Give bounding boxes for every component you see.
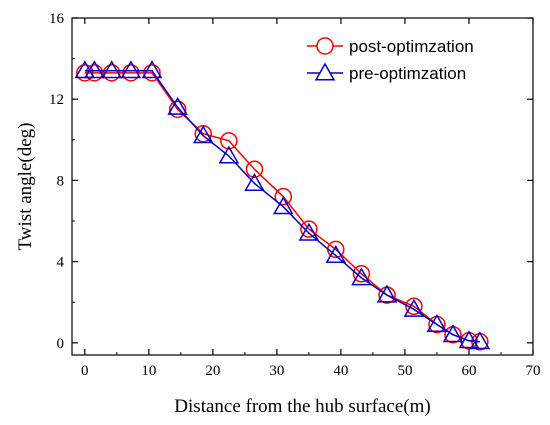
x-tick-label: 0 xyxy=(81,363,89,379)
y-tick-label: 0 xyxy=(57,336,65,352)
x-tick-label: 40 xyxy=(333,363,348,379)
data-point-triangle xyxy=(244,172,265,191)
x-tick-label: 20 xyxy=(205,363,220,379)
legend: post-optimzation pre-optimzation xyxy=(307,37,474,83)
data-point-circle xyxy=(245,160,264,178)
data-point-circle xyxy=(122,64,140,82)
x-tick-label: 30 xyxy=(269,363,284,379)
y-tick-label: 8 xyxy=(57,173,65,189)
series-line xyxy=(84,70,480,343)
legend-item: pre-optimzation xyxy=(307,62,466,83)
data-point-triangle xyxy=(192,125,214,144)
data-point-triangle xyxy=(325,245,347,264)
series-circle-group xyxy=(76,64,489,351)
data-point-circle xyxy=(85,64,104,82)
data-point-triangle xyxy=(84,60,105,79)
data-point-triangle xyxy=(141,60,163,79)
legend-circle-marker xyxy=(316,37,334,55)
x-axis-title: Distance from the hub surface(m) xyxy=(174,396,430,417)
data-point-triangle xyxy=(376,284,398,303)
x-tick-label: 70 xyxy=(526,363,541,379)
legend-label: pre-optimzation xyxy=(349,64,466,83)
data-point-circle xyxy=(220,132,238,150)
data-point-circle xyxy=(76,64,94,82)
data-point-circle xyxy=(143,64,161,82)
y-axis-title: Twist angle(deg) xyxy=(15,123,36,251)
plot-area xyxy=(74,60,491,351)
y-tick-label: 4 xyxy=(57,255,65,271)
data-point-circle xyxy=(300,220,318,238)
data-point-triangle xyxy=(426,314,448,333)
x-tick-label: 10 xyxy=(141,363,156,379)
legend-label: post-optimzation xyxy=(349,37,474,56)
data-point-triangle xyxy=(351,267,372,286)
data-point-circle xyxy=(352,265,371,283)
data-point-triangle xyxy=(272,196,294,215)
data-point-circle xyxy=(405,297,423,316)
legend-triangle-marker xyxy=(314,62,336,81)
y-tick-label: 16 xyxy=(49,11,65,27)
y-tick-label: 12 xyxy=(49,92,64,108)
data-point-triangle xyxy=(167,96,188,115)
data-point-circle xyxy=(168,100,187,119)
data-point-triangle xyxy=(469,331,491,350)
data-point-circle xyxy=(274,187,293,206)
data-point-triangle xyxy=(120,60,142,79)
series-triangle-group xyxy=(74,60,491,350)
axes: 0 10 20 30 40 50 60 70 0 4 8 12 16 Distance from the … xyxy=(15,11,541,417)
data-point-triangle xyxy=(403,298,425,317)
data-point-triangle xyxy=(218,145,240,164)
data-point-circle xyxy=(102,64,121,82)
x-tick-label: 50 xyxy=(397,363,412,379)
data-point-triangle xyxy=(442,324,464,343)
data-point-triangle xyxy=(458,330,480,349)
plot-frame xyxy=(71,17,534,356)
data-point-triangle xyxy=(101,60,122,79)
x-tick-label: 60 xyxy=(461,363,476,379)
data-point-triangle xyxy=(298,222,320,241)
legend-item: post-optimzation xyxy=(307,37,474,56)
